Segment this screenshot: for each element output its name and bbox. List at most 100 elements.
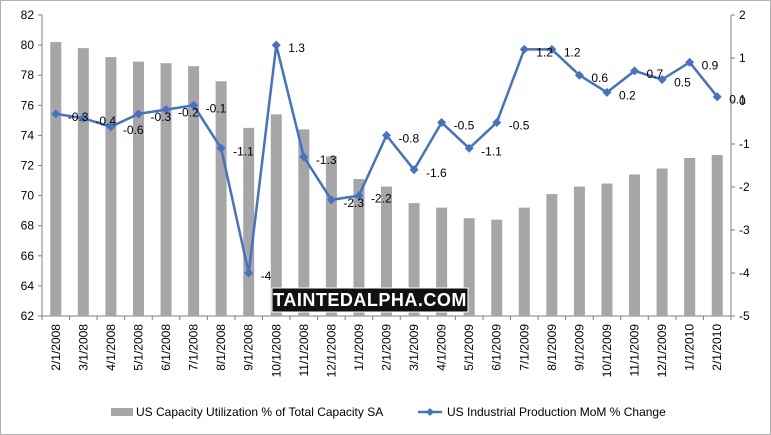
production-data-label: -1.6 xyxy=(426,166,447,180)
production-data-label: -0.5 xyxy=(509,119,530,133)
capacity-bar xyxy=(77,48,89,317)
x-tick-label: 5/1/2008 xyxy=(131,324,145,371)
production-point xyxy=(712,92,722,102)
production-point xyxy=(492,118,502,127)
capacity-bar xyxy=(160,63,172,316)
line-series-group xyxy=(51,40,722,278)
capacity-bar xyxy=(656,168,668,316)
production-point xyxy=(299,152,309,162)
right-tick-label: -5 xyxy=(739,309,750,323)
capacity-bar xyxy=(518,207,530,316)
x-tick-label: 2/1/2009 xyxy=(380,324,394,371)
right-tick-label: 1 xyxy=(739,51,746,65)
capacity-bar xyxy=(408,203,420,316)
left-tick-label: 70 xyxy=(21,189,35,203)
production-data-label: -1.1 xyxy=(233,144,254,158)
capacity-bar xyxy=(215,81,227,316)
production-point xyxy=(464,143,474,153)
x-tick-label: 6/1/2009 xyxy=(490,324,504,371)
x-tick-label: 1/1/2009 xyxy=(352,324,366,371)
axes-group: 62 64 66 68 70 72 74 76 78 80 82 -5 -4 -3 -2 -1 0 1 2 xyxy=(21,8,750,323)
production-data-label: -0.4 xyxy=(95,114,116,128)
production-point xyxy=(51,109,61,119)
production-data-label: 1.2 xyxy=(564,45,581,59)
production-data-label: 0.1 xyxy=(729,93,746,107)
production-point xyxy=(326,195,336,205)
x-tick-label: 2/1/2010 xyxy=(710,324,724,371)
right-tick-label: 0 xyxy=(739,94,746,108)
production-data-label: -0.2 xyxy=(178,106,199,120)
capacity-bar xyxy=(601,183,613,316)
production-data-label: -2.3 xyxy=(343,196,364,210)
production-data-label: -0.3 xyxy=(150,110,171,124)
production-point xyxy=(602,87,612,97)
x-tick-label: 7/1/2008 xyxy=(187,324,201,371)
left-tick-label: 62 xyxy=(21,309,35,323)
watermark-logo: TAINTEDALPHA.COM xyxy=(271,287,469,313)
left-tick-label: 82 xyxy=(21,8,35,22)
production-point xyxy=(189,100,199,110)
production-point xyxy=(437,118,447,127)
capacity-bar xyxy=(50,42,62,317)
x-tick-label: 8/1/2009 xyxy=(545,324,559,371)
x-tick-label: 9/1/2008 xyxy=(242,324,256,371)
production-data-label: -4 xyxy=(261,269,272,283)
x-tick-label: 3/1/2008 xyxy=(76,324,90,371)
capacity-bar xyxy=(629,174,641,316)
production-data-label: 0.7 xyxy=(647,67,664,81)
x-tick-label: 8/1/2008 xyxy=(214,324,228,371)
production-data-label: -1.1 xyxy=(481,144,502,158)
x-tick-label: 6/1/2008 xyxy=(159,324,173,371)
production-data-label: -2.2 xyxy=(371,192,392,206)
production-point xyxy=(161,105,171,115)
legend-label-capacity: US Capacity Utilization % of Total Capac… xyxy=(136,405,383,419)
capacity-bar xyxy=(105,57,117,316)
x-tick-label: 5/1/2009 xyxy=(462,324,476,371)
production-point xyxy=(133,109,143,119)
production-point xyxy=(519,44,529,54)
legend: US Capacity Utilization % of Total Capac… xyxy=(111,405,666,419)
capacity-bar xyxy=(436,207,448,316)
capacity-bar xyxy=(132,61,144,316)
left-tick-label: 68 xyxy=(21,219,35,233)
production-data-label: 0.5 xyxy=(674,76,691,90)
capacity-bar xyxy=(684,157,696,316)
x-tick-labels-group: 2/1/2008 3/1/2008 4/1/2008 5/1/2008 6/1/2008… xyxy=(49,324,724,378)
legend-label-production: US Industrial Production MoM % Change xyxy=(447,405,666,419)
production-point xyxy=(78,113,88,123)
x-tick-label: 10/1/2008 xyxy=(269,324,283,378)
capacity-bar xyxy=(711,154,723,316)
capacity-bar xyxy=(188,66,200,316)
production-point xyxy=(271,40,281,50)
right-tick-label: 2 xyxy=(739,8,746,22)
x-tick-label: 3/1/2009 xyxy=(407,324,421,371)
production-data-label: -0.3 xyxy=(68,110,89,124)
production-point xyxy=(409,165,419,175)
production-data-label: -0.6 xyxy=(123,123,144,137)
right-tick-label: -3 xyxy=(739,223,750,237)
x-tick-label: 11/1/2008 xyxy=(297,324,311,377)
production-point xyxy=(382,130,391,140)
production-data-label: -0.8 xyxy=(399,131,420,145)
production-data-label: 1.2 xyxy=(536,45,553,59)
legend-bar-swatch xyxy=(111,408,133,416)
production-point xyxy=(216,143,226,153)
capacity-bar xyxy=(243,127,255,316)
left-tick-label: 72 xyxy=(21,159,35,173)
x-tick-label: 11/1/2009 xyxy=(628,324,642,377)
production-data-label: 0.2 xyxy=(619,88,636,102)
capacity-bar xyxy=(325,156,337,316)
watermark-text: TAINTEDALPHA.COM xyxy=(273,290,467,310)
capacity-bar xyxy=(573,186,585,316)
capacity-bar xyxy=(381,186,392,316)
production-data-label: -1.3 xyxy=(316,153,337,167)
bars-group xyxy=(50,42,723,317)
right-tick-label: -4 xyxy=(739,266,750,280)
production-data-label: -0.5 xyxy=(454,119,475,133)
x-tick-label: 4/1/2008 xyxy=(104,324,118,371)
capacity-bar xyxy=(546,194,558,316)
x-tick-label: 12/1/2009 xyxy=(655,324,669,378)
production-data-label: 0.6 xyxy=(591,71,608,85)
production-data-label: 1.3 xyxy=(288,41,305,55)
